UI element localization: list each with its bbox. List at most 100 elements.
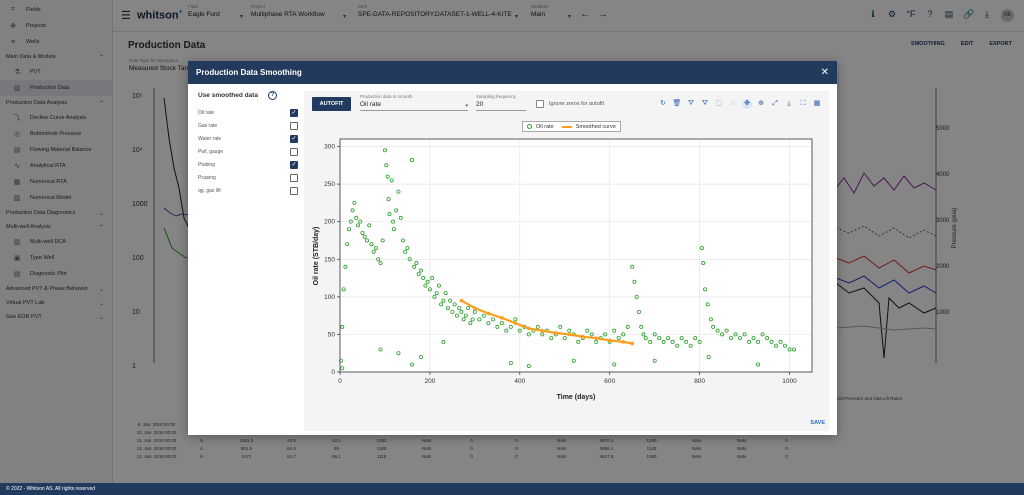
box-select-icon[interactable]: ⬚: [715, 100, 723, 107]
sidebar-item-analytical-rta[interactable]: ∿ Analytical RTA: [0, 158, 112, 174]
sidebar-section-multi-well-analysis[interactable]: Multi-well Analysis ⌃: [0, 220, 112, 234]
option-checkbox[interactable]: ✓: [290, 134, 298, 143]
sidebar-item-production-data[interactable]: ▥ Production Data: [0, 80, 112, 96]
help-icon[interactable]: ?: [267, 91, 277, 100]
chevron-down-icon: ▾: [465, 103, 468, 109]
legend-smoothed-label[interactable]: Smoothed curve: [575, 123, 616, 130]
y-tick-label: 150: [324, 256, 335, 263]
back-arrow-icon[interactable]: ←: [580, 9, 598, 20]
table-cell: 1283: [376, 437, 387, 443]
sidebar-item-flowing-material-balance[interactable]: ▤ Flowing Material Balance: [0, 142, 112, 158]
pan-icon[interactable]: ✥: [742, 99, 752, 109]
oil-rate-point: [705, 302, 710, 307]
export-button[interactable]: EXPORT: [989, 41, 1012, 47]
background-left-tick: 100: [132, 255, 144, 262]
smoothing-dialog: Production Data Smoothing ✕ Use smoothed…: [188, 61, 837, 435]
sidebar-item-fields[interactable]: ⌗ Fields: [0, 2, 112, 18]
sampling-frequency-input[interactable]: Sampling frequency 20: [476, 94, 526, 111]
zoom-icon[interactable]: ⊕: [758, 100, 764, 107]
sidebar-section-gas-eor-pvt[interactable]: Gas EOR PVT ⌄: [0, 310, 112, 324]
sidebar-item-diagnostic-plot[interactable]: ▤ Diagnostic Plot: [0, 266, 112, 282]
save-button[interactable]: SAVE: [810, 420, 825, 426]
download-icon[interactable]: ⤓: [787, 100, 791, 107]
sidebar-item-projects[interactable]: ✥ Projects: [0, 18, 112, 34]
option-checkbox[interactable]: [290, 121, 298, 130]
well-select[interactable]: Well SPE-DATA-REPOSITORY.DATASET-1-WELL-4…: [358, 4, 518, 20]
units-icon[interactable]: °F: [906, 9, 916, 19]
option-oil-rate[interactable]: Oil rate ✓: [198, 106, 298, 119]
help-icon[interactable]: ?: [927, 9, 933, 19]
oil-rate-point: [385, 174, 390, 179]
oil-rate-point: [364, 238, 369, 243]
avatar[interactable]: NK: [1001, 9, 1014, 22]
reset-icon[interactable]: ↻: [660, 100, 666, 107]
sidebar-item-numerical-rta[interactable]: ▦ Numerical RTA: [0, 174, 112, 190]
option-water-rate[interactable]: Water rate ✓: [198, 132, 298, 145]
sidebar-item-decline-curve-analysis[interactable]: ⤵ Decline Curve Analysis: [0, 110, 112, 126]
wellbore-select[interactable]: Wellbore Main ▾: [531, 4, 571, 20]
sidebar-section-main-data-models[interactable]: Main Data & Models ⌃: [0, 50, 112, 64]
forward-arrow-icon[interactable]: →: [598, 9, 616, 20]
sidebar-section-label: Gas EOR PVT: [6, 314, 42, 320]
info-icon[interactable]: ℹ: [871, 9, 875, 19]
close-icon[interactable]: ✕: [820, 67, 829, 78]
menu-icon[interactable]: ☰: [121, 10, 131, 22]
sidebar-item-label: Decline Curve Analysis: [30, 115, 87, 121]
option-checkbox[interactable]: [290, 173, 298, 182]
table-row[interactable]: 13. Jan. 2018 00:00 5 1071 61.7 66.1 1115 NaN 0…: [134, 452, 809, 460]
table-row[interactable]: 12. Jan. 2018 00:00 4 801.5 65.4 59 1180 NaN 0 0…: [134, 444, 809, 452]
data-to-smooth-select[interactable]: Production data to smooth Oil rate ▾: [360, 94, 468, 111]
sidebar-item-bottomhole-pressure[interactable]: ◎ Bottomhole Pressure: [0, 126, 112, 142]
option-gas-rate[interactable]: Gas rate: [198, 119, 298, 132]
edit-button[interactable]: EDIT: [960, 41, 974, 47]
option-pcasing[interactable]: Pcasing: [198, 171, 298, 184]
settings-icon[interactable]: ⚙: [887, 9, 897, 19]
option-qg-gas-lift[interactable]: qg, gas lift: [198, 184, 298, 197]
fullscreen-icon[interactable]: ⛶: [800, 100, 806, 107]
sidebar-section-virtual-pvt-lab[interactable]: Virtual PVT Lab ⌄: [0, 296, 112, 310]
sidebar-item-type-well[interactable]: ▣ Type Well: [0, 250, 112, 266]
legend-oil-label[interactable]: Oil rate: [536, 123, 554, 130]
option-checkbox[interactable]: [290, 147, 298, 156]
background-left-tick: 10: [132, 309, 140, 316]
background-right-tick: 2000: [936, 264, 950, 270]
option-ptubing[interactable]: Ptubing ✓: [198, 158, 298, 171]
sidebar-section-advanced-pvt-phase-behavior[interactable]: Advanced PVT & Phase Behavior ⌄: [0, 282, 112, 296]
lasso-icon[interactable]: ◌: [730, 100, 736, 107]
sidebar-section-production-data-analysis[interactable]: Production Data Analysis ⌃: [0, 96, 112, 110]
oil-rate-point: [661, 339, 666, 344]
option-checkbox[interactable]: ✓: [290, 160, 298, 169]
option-pwf-gauge[interactable]: Pwf, gauge: [198, 145, 298, 158]
smoothing-button[interactable]: SMOOTHING: [910, 41, 945, 47]
option-checkbox[interactable]: [290, 186, 298, 195]
filter-icon[interactable]: ⛛: [688, 100, 694, 107]
oil-rate-point: [747, 339, 752, 344]
oil-rate-point: [697, 339, 702, 344]
oil-rate-chart[interactable]: 0 200 400 600 800 1000 0 50 100 150 200 250 300 Tim…: [304, 131, 829, 411]
x-axis-label: Time (days): [557, 394, 596, 401]
oil-rate-point: [508, 360, 513, 365]
rate-type-select[interactable]: Measured Stock Tank: [129, 65, 192, 72]
link-icon[interactable]: 🔗: [963, 9, 975, 19]
project-select[interactable]: Project Multiphase RTA Workflow ▾: [251, 4, 346, 20]
docs-icon[interactable]: ▤: [944, 9, 954, 19]
sidebar-item-multi-well-dca[interactable]: ▥ Multi-well DCA: [0, 234, 112, 250]
trash-icon[interactable]: 🗑: [672, 100, 682, 107]
sidebar-item-pvt[interactable]: ⚗ PVT: [0, 64, 112, 80]
sidebar-section-production-data-diagnostics[interactable]: Production Data Diagnostics ⌄: [0, 206, 112, 220]
ignore-zeros-toggle[interactable]: Ignore zeros for autofit: [536, 100, 604, 108]
option-checkbox[interactable]: ✓: [290, 108, 298, 117]
filter-clear-icon[interactable]: ⛛: [702, 100, 708, 107]
oil-rate-point: [355, 223, 360, 228]
top-bar: ☰ whitson+ Field Eagle Ford ▾ Project Multi…: [113, 0, 1024, 32]
download-icon[interactable]: ⤓: [985, 9, 989, 19]
sidebar-item-numerical-model[interactable]: ▨ Numerical Model: [0, 190, 112, 206]
ignore-zeros-checkbox[interactable]: [536, 100, 544, 108]
autoscale-icon[interactable]: ⤢: [772, 100, 778, 107]
export-icon[interactable]: ▦: [813, 100, 821, 107]
field-select[interactable]: Field Eagle Ford ▾: [188, 4, 243, 20]
sidebar-item-wells[interactable]: ≡ Wells: [0, 34, 112, 50]
oil-rate-point: [396, 351, 401, 356]
table-row[interactable]: 11. Jan. 2018 00:00 5 1191.3 43.6 52.1 1283 Na…: [134, 436, 809, 444]
autofit-button[interactable]: AUTOFIT: [312, 97, 351, 111]
